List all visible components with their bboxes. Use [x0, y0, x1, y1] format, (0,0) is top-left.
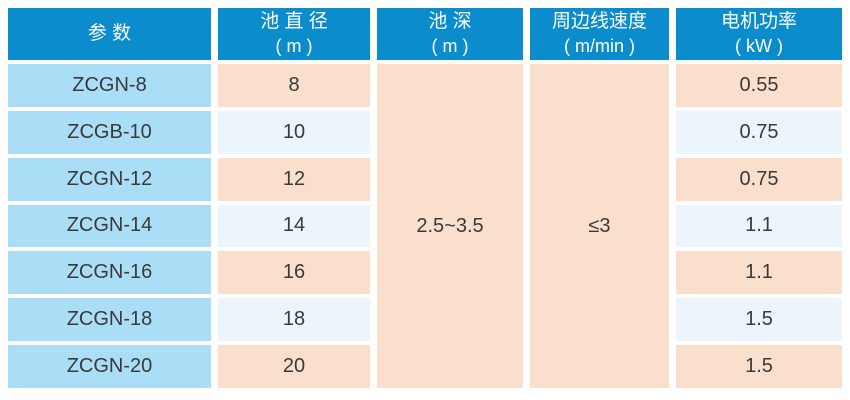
header-label: 周边线速度	[551, 10, 647, 32]
diameter-cell: 12	[218, 157, 370, 201]
header-cell-depth: 池 深 ( m )	[377, 8, 523, 60]
model-cell: ZCGB-10	[8, 110, 211, 154]
power-cell: 1.5	[676, 298, 842, 342]
model-cell: ZCGN-12	[8, 157, 211, 201]
model-cell: ZCGN-14	[8, 204, 211, 248]
header-cell-power: 电机功率 ( kW )	[676, 8, 842, 60]
header-label: 参 数	[87, 22, 132, 44]
header-label: 池 直 径	[260, 10, 328, 32]
speed-merged-cell: ≤3	[530, 64, 669, 388]
diameter-cell: 16	[218, 251, 370, 295]
header-unit: ( kW )	[735, 35, 783, 56]
power-cell: 0.55	[676, 64, 842, 107]
power-cell: 1.5	[676, 345, 842, 388]
spec-table: 参 数 池 直 径 ( m ) 池 深 ( m ) 周边线速度 ( m/min …	[8, 8, 842, 388]
diameter-cell: 18	[218, 298, 370, 342]
depth-merged-cell: 2.5~3.5	[377, 64, 523, 388]
header-label: 电机功率	[720, 10, 797, 32]
model-cell: ZCGN-18	[8, 298, 211, 342]
power-cell: 1.1	[676, 251, 842, 295]
power-cell: 1.1	[676, 204, 842, 248]
header-cell-diameter: 池 直 径 ( m )	[218, 8, 370, 60]
header-unit: ( m/min )	[564, 35, 635, 56]
header-cell-parameter: 参 数	[8, 8, 211, 60]
diameter-cell: 10	[218, 110, 370, 154]
power-cell: 0.75	[676, 157, 842, 201]
diameter-cell: 14	[218, 204, 370, 248]
model-cell: ZCGN-20	[8, 345, 211, 388]
header-unit: ( m )	[431, 35, 469, 56]
model-cell: ZCGN-16	[8, 251, 211, 295]
header-unit: ( m )	[275, 35, 313, 56]
diameter-cell: 20	[218, 345, 370, 388]
header-cell-speed: 周边线速度 ( m/min )	[530, 8, 669, 60]
model-cell: ZCGN-8	[8, 64, 211, 107]
header-label: 池 深	[428, 10, 472, 32]
diameter-cell: 8	[218, 64, 370, 107]
power-cell: 0.75	[676, 110, 842, 154]
